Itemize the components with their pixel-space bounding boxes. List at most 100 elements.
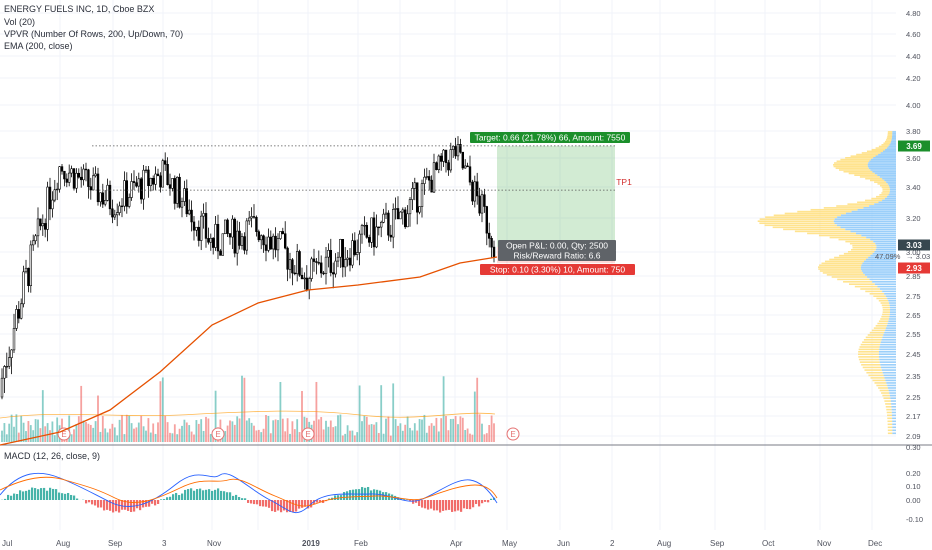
candle-body bbox=[137, 178, 140, 187]
price-current-badge: 3.03 bbox=[906, 241, 922, 250]
vpvr-up-row bbox=[870, 158, 896, 161]
volume-bar bbox=[250, 422, 253, 442]
vpvr-up-row bbox=[889, 304, 896, 307]
macd-histogram-bar bbox=[226, 492, 229, 500]
candle-body bbox=[471, 181, 474, 202]
macd-histogram-bar bbox=[115, 500, 118, 512]
macd-histogram-bar bbox=[52, 488, 55, 500]
vpvr-down-row bbox=[884, 140, 892, 143]
candle-body bbox=[336, 256, 340, 262]
vpvr-up-row bbox=[887, 297, 896, 300]
candle-body bbox=[168, 184, 172, 189]
vpvr-up-row bbox=[892, 134, 896, 136]
earnings-marker-label: E bbox=[215, 430, 220, 439]
volume-bar bbox=[409, 427, 411, 442]
volume-bar bbox=[209, 433, 212, 442]
macd-histogram-bar bbox=[367, 486, 370, 500]
macd-histogram-bar bbox=[232, 495, 235, 500]
candle-body bbox=[245, 220, 248, 251]
vpvr-up-row bbox=[872, 252, 896, 255]
price-axis-label: 2.17 bbox=[906, 412, 921, 421]
candle-body bbox=[132, 181, 136, 183]
macd-histogram-bar bbox=[160, 499, 163, 500]
candle-body bbox=[58, 166, 61, 190]
price-stop-badge: 2.93 bbox=[906, 264, 922, 273]
volume-bar bbox=[296, 419, 299, 442]
vpvr-up-row bbox=[889, 188, 896, 191]
vpvr-down-row bbox=[858, 348, 880, 351]
candle-body bbox=[269, 236, 272, 250]
candle-body bbox=[430, 179, 433, 193]
candle-body bbox=[231, 218, 234, 238]
vpvr-up-row bbox=[886, 147, 896, 149]
vpvr-up-row bbox=[873, 157, 896, 159]
vpvr-down-row bbox=[852, 246, 877, 249]
vpvr-up-row bbox=[887, 384, 896, 387]
macd-histogram-bar bbox=[109, 500, 112, 511]
target-label: Target: 0.66 (21.78%) 66, Amount: 7550 bbox=[475, 133, 626, 143]
volume-bar bbox=[135, 427, 138, 442]
volume-bar bbox=[461, 417, 464, 442]
legend-vpvr[interactable]: VPVR (Number Of Rows, 200, Up/Down, 70) bbox=[4, 29, 184, 39]
vpvr-down-row bbox=[862, 366, 882, 369]
earnings-marker-icon bbox=[211, 427, 225, 441]
vpvr-down-row bbox=[886, 137, 892, 140]
volume-bar bbox=[385, 418, 387, 442]
legend-macd[interactable]: MACD (12, 26, close, 9) bbox=[4, 451, 101, 461]
vpvr-down-row bbox=[871, 148, 886, 151]
vpvr-down-row bbox=[797, 210, 852, 213]
candle-body bbox=[276, 238, 280, 251]
macd-histogram-bar bbox=[424, 500, 427, 509]
stop-label-bg bbox=[480, 264, 635, 275]
candle-body bbox=[360, 225, 364, 235]
vpvr-down-row bbox=[845, 240, 874, 243]
legend-vol[interactable]: Vol (20) bbox=[4, 17, 36, 27]
macd-histogram-bar bbox=[274, 500, 277, 512]
vpvr-down-row bbox=[818, 268, 862, 270]
vpvr-down-row bbox=[873, 327, 887, 329]
vpvr-up-row bbox=[882, 199, 896, 202]
vpvr-down-row bbox=[878, 299, 889, 302]
candle-body bbox=[212, 237, 215, 248]
vpvr-down-row bbox=[876, 297, 888, 300]
vpvr-down-row bbox=[822, 272, 864, 274]
volume-bar bbox=[327, 426, 330, 442]
volume-bar bbox=[97, 395, 99, 442]
candle-body bbox=[202, 213, 205, 217]
chart-title[interactable]: ENERGY FUELS INC, 1D, Cboe BZX bbox=[4, 4, 155, 14]
macd-histogram-bar bbox=[85, 500, 88, 504]
candle-body bbox=[60, 166, 64, 172]
volume-profile bbox=[757, 131, 896, 435]
vpvr-up-row bbox=[883, 334, 896, 336]
candle-body bbox=[27, 267, 30, 286]
vpvr-up-row bbox=[845, 212, 896, 215]
macd-histogram-bar bbox=[28, 489, 31, 500]
volume-bar bbox=[286, 418, 289, 442]
macd-histogram-bar bbox=[214, 489, 217, 500]
vpvr-down-row bbox=[847, 203, 875, 205]
vpvr-down-row bbox=[877, 322, 888, 325]
macd-histogram-bar bbox=[10, 495, 13, 500]
vpvr-up-row bbox=[889, 315, 896, 318]
vpvr-down-row bbox=[794, 230, 851, 233]
macd-histogram-bar bbox=[55, 489, 58, 500]
macd-histogram-bar bbox=[472, 500, 475, 508]
vpvr-up-row bbox=[882, 290, 896, 293]
candle-body bbox=[248, 217, 251, 222]
volume-bar bbox=[39, 428, 42, 442]
vpvr-down-row bbox=[872, 379, 886, 382]
candle-body bbox=[10, 349, 13, 358]
time-axis-label: Jun bbox=[557, 539, 570, 548]
candle-body bbox=[173, 178, 176, 204]
candle-body bbox=[240, 236, 244, 246]
vpvr-down-row bbox=[881, 315, 890, 318]
macd-histogram-bar bbox=[169, 496, 172, 500]
macd-histogram-bar bbox=[469, 500, 472, 510]
volume-bar bbox=[387, 416, 390, 442]
vpvr-up-row bbox=[877, 285, 896, 288]
vpvr-down-row bbox=[866, 150, 883, 153]
volume-bar bbox=[313, 420, 315, 442]
legend-ema[interactable]: EMA (200, close) bbox=[4, 41, 73, 51]
